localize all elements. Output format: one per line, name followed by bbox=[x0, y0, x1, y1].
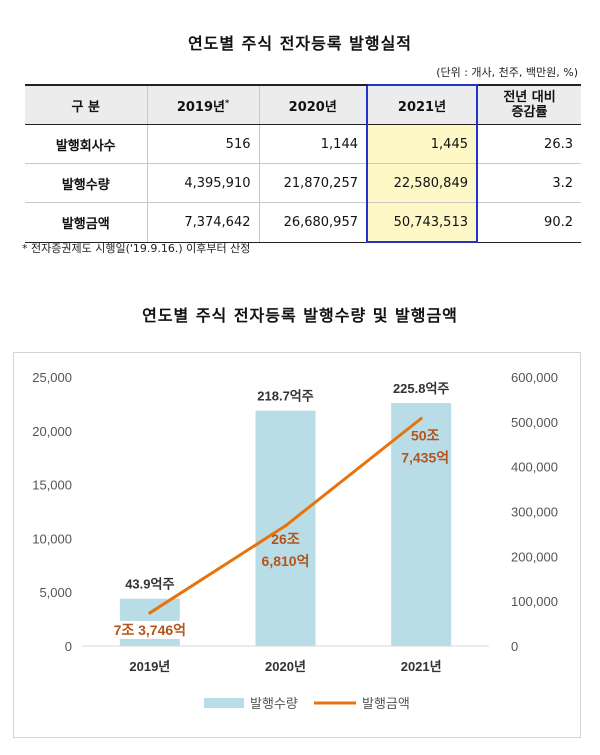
bar-data-label: 218.7억주 bbox=[257, 389, 313, 404]
table-row: 발행금액 7,374,642 26,680,957 50,743,513 90.… bbox=[25, 202, 581, 243]
cell-2021: 1,445 bbox=[366, 124, 478, 164]
footnote: * 전자증권제도 시행일('19.9.16.) 이후부터 산정 bbox=[22, 242, 251, 255]
bar-data-label: 225.8억주 bbox=[393, 381, 449, 396]
right-axis-tick-label: 200,000 bbox=[511, 549, 558, 564]
unit-note: (단위 : 개사, 천주, 백만원, %) bbox=[436, 66, 578, 79]
left-axis-tick-label: 5,000 bbox=[39, 585, 72, 600]
legend-label: 발행금액 bbox=[362, 696, 410, 711]
line-data-label: 50조 bbox=[411, 427, 440, 443]
left-axis-tick-label: 20,000 bbox=[32, 424, 72, 439]
right-axis-tick-label: 600,000 bbox=[511, 370, 558, 385]
x-axis-category-label: 2019년 bbox=[129, 659, 170, 674]
line-point bbox=[419, 416, 423, 420]
header-change-rate: 전년 대비 증감률 bbox=[476, 84, 581, 125]
cell-2019: 7,374,642 bbox=[146, 202, 259, 243]
right-axis-tick-label: 500,000 bbox=[511, 415, 558, 430]
right-axis-tick-label: 400,000 bbox=[511, 460, 558, 475]
cell-change-rate: 90.2 bbox=[476, 202, 581, 243]
table-header-row: 구 분 2019년* 2020년 2021년 전년 대비 증감률 bbox=[25, 84, 581, 125]
cell-2020: 26,680,957 bbox=[258, 202, 367, 243]
line-point bbox=[284, 524, 287, 528]
left-axis-tick-label: 25,000 bbox=[32, 370, 72, 385]
bar-data-label: 43.9억주 bbox=[125, 577, 174, 592]
x-axis-category-label: 2021년 bbox=[401, 659, 442, 674]
legend-label: 발행수량 bbox=[250, 696, 298, 711]
cell-2020: 1,144 bbox=[258, 124, 367, 164]
cell-2021: 50,743,513 bbox=[366, 202, 478, 243]
table-title: 연도별 주식 전자등록 발행실적 bbox=[187, 34, 413, 53]
table-row: 발행수량 4,395,910 21,870,257 22,580,849 3.2 bbox=[25, 163, 581, 203]
cell-2020: 21,870,257 bbox=[258, 163, 367, 203]
line-data-label: 7,435억 bbox=[401, 449, 449, 465]
legend-swatch-bar bbox=[204, 698, 244, 708]
cell-2019: 4,395,910 bbox=[146, 163, 259, 203]
header-2021: 2021년 bbox=[366, 84, 478, 125]
cell-2021: 22,580,849 bbox=[366, 163, 478, 203]
left-axis-tick-label: 0 bbox=[65, 639, 72, 654]
issuance-table: 구 분 2019년* 2020년 2021년 전년 대비 증감률 발행회사수 51… bbox=[25, 84, 581, 243]
row-label: 발행금액 bbox=[25, 202, 147, 243]
cell-change-rate: 3.2 bbox=[476, 163, 581, 203]
line-data-label: 6,810억 bbox=[262, 553, 310, 569]
table-row: 발행회사수 516 1,144 1,445 26.3 bbox=[25, 124, 581, 164]
right-axis-tick-label: 300,000 bbox=[511, 505, 558, 520]
row-label: 발행회사수 bbox=[25, 124, 147, 164]
row-label: 발행수량 bbox=[25, 163, 147, 203]
bar-2021년 bbox=[391, 403, 452, 646]
line-data-label: 7조 3,746억 bbox=[114, 622, 186, 638]
header-category: 구 분 bbox=[25, 84, 147, 125]
right-axis-tick-label: 100,000 bbox=[511, 594, 558, 609]
chart-frame: 0 5,000 10,000 15,000 20,000 25,000 0 100,000 20… bbox=[13, 352, 581, 738]
cell-change-rate: 26.3 bbox=[476, 124, 581, 164]
left-axis-tick-label: 10,000 bbox=[32, 531, 72, 546]
left-axis-tick-label: 15,000 bbox=[32, 478, 72, 493]
header-2020: 2020년 bbox=[258, 84, 367, 125]
bar-2020년 bbox=[255, 410, 316, 646]
line-data-label: 26조 bbox=[271, 531, 300, 547]
x-axis-category-label: 2020년 bbox=[265, 659, 306, 674]
line-label-bg bbox=[101, 620, 198, 639]
header-2019: 2019년* bbox=[146, 84, 259, 125]
cell-2019: 516 bbox=[146, 124, 259, 164]
combo-chart: 0 5,000 10,000 15,000 20,000 25,000 0 100,000 20… bbox=[32, 370, 558, 711]
line-point bbox=[148, 611, 152, 615]
right-axis-tick-label: 0 bbox=[511, 639, 518, 654]
chart-title: 연도별 주식 전자등록 발행수량 및 발행금액 bbox=[142, 306, 458, 325]
